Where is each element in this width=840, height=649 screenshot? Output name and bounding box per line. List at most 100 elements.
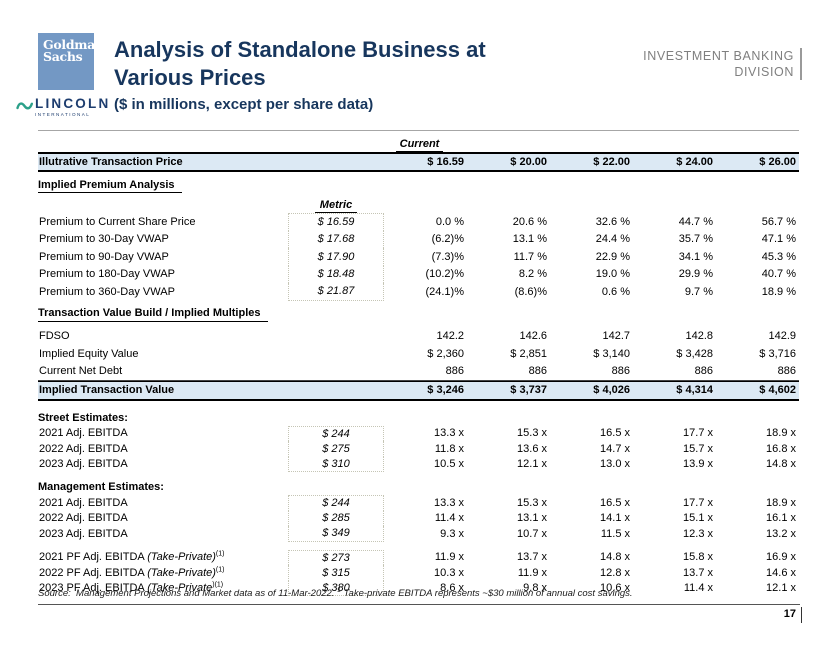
- row-label: 2023 PF Adj. EBITDA (Take-Private)(1): [38, 581, 288, 595]
- cell-value: 24.4 %: [595, 233, 630, 246]
- cell-value: $ 4,602: [759, 384, 796, 396]
- metric-header-row: Metric: [38, 198, 799, 213]
- cell-value: 29.9 %: [678, 268, 713, 281]
- page-title: Analysis of Standalone Business at Vario…: [114, 37, 486, 90]
- row-label-text: 2022 Adj. EBITDA: [39, 512, 128, 525]
- table-row: Premium to Current Share Price $ 16.59 0.0…: [38, 213, 799, 231]
- row-label-text: 2021 PF Adj. EBITDA: [39, 551, 148, 564]
- table-row: Current Net Debt 886 886 886 886 886: [38, 363, 799, 381]
- row-label: 2021 Adj. EBITDA: [38, 427, 288, 439]
- cell-value: 22.9 %: [595, 250, 630, 263]
- section-heading-row: Management Estimates:: [38, 480, 799, 493]
- metric-value: $ 244: [322, 497, 350, 510]
- row-label: Premium to Current Share Price: [38, 216, 288, 228]
- metric-value: $ 310: [322, 457, 350, 470]
- cell-value: 12.1 x: [517, 458, 547, 471]
- cell-value: 15.8 x: [683, 551, 713, 564]
- cell-value: 0.6 %: [601, 285, 630, 298]
- cell-value: 19.0 %: [595, 268, 630, 281]
- cell-value: 14.8 x: [766, 458, 796, 471]
- cell-value: 9.3 x: [440, 527, 464, 540]
- cell-value: 10.5 x: [434, 458, 464, 471]
- cell-value: 886: [777, 365, 796, 377]
- cell-value: 18.9 x: [766, 496, 796, 509]
- source-label: Source:: [38, 588, 71, 599]
- footer-divider: [38, 604, 800, 605]
- footnote-marker: )(1): [212, 581, 224, 589]
- table-row: 2023 PF Adj. EBITDA (Take-Private)(1) $ 3…: [38, 580, 799, 596]
- cell-value: 18.9 x: [766, 427, 796, 440]
- cell-value: (7.3)%: [431, 250, 464, 263]
- table-row: Premium to 30-Day VWAP $ 17.68 (6.2)% 13.1 …: [38, 230, 799, 248]
- cell-value: 142.6: [519, 329, 547, 342]
- section-heading: Implied Premium Analysis: [38, 179, 182, 193]
- source-text: Management Projections and Market data a…: [76, 588, 335, 599]
- metric-header-cell: Metric: [288, 198, 384, 213]
- metric-cell: [288, 363, 384, 380]
- section-heading-row: Implied Premium Analysis: [38, 179, 799, 193]
- row-label: Premium to 30-Day VWAP: [38, 233, 288, 245]
- cell-value: 16.8 x: [766, 442, 796, 455]
- table-section: Street Estimates: 2021 Adj. EBITDA $ 244 13…: [38, 411, 799, 472]
- cell-value: 15.3 x: [517, 496, 547, 509]
- footnote-text: Take-private EBITDA represents ~$30 mill…: [343, 588, 633, 599]
- transaction-price-row: Illutrative Transaction Price $ 16.59 $ …: [38, 152, 799, 172]
- cell-value: 13.6 x: [517, 442, 547, 455]
- cell-value: $ 22.00: [593, 156, 630, 168]
- cell-value: 11.7 %: [513, 250, 547, 263]
- cell-value: 13.3 x: [434, 427, 464, 440]
- cell-value: 9.7 %: [684, 285, 713, 298]
- row-label: 2023 Adj. EBITDA: [38, 528, 288, 540]
- cell-value: 20.6 %: [512, 215, 547, 228]
- table-section: Transaction Value Build / Implied Multip…: [38, 307, 799, 401]
- cell-value: (10.2)%: [425, 268, 464, 281]
- table-row: 2023 Adj. EBITDA $ 349 9.3 x 10.7 x 11.5 x 12…: [38, 526, 799, 542]
- row-label: 2022 PF Adj. EBITDA (Take-Private)(1): [38, 566, 288, 579]
- section-heading-row: Street Estimates:: [38, 411, 799, 424]
- metric-cell: $ 17.90: [288, 248, 384, 266]
- table-section: Management Estimates: 2021 Adj. EBITDA $ 2…: [38, 480, 799, 542]
- cell-value: 16.5 x: [600, 496, 630, 509]
- row-label: 2022 Adj. EBITDA: [38, 512, 288, 524]
- table-row: 2022 Adj. EBITDA $ 285 11.4 x 13.1 x 14.1 x 1…: [38, 510, 799, 526]
- row-label: 2023 Adj. EBITDA: [38, 458, 288, 470]
- metric-value: $ 17.90: [317, 250, 355, 263]
- cell-value: 17.7 x: [683, 496, 713, 509]
- goldman-sachs-logo: Goldman Sachs: [38, 33, 104, 90]
- metric-value: $ 16.59: [317, 216, 355, 229]
- row-label-text: (Take-Private): [147, 566, 216, 579]
- metric-header: Metric: [314, 199, 358, 213]
- division-line2: DIVISION: [734, 65, 794, 79]
- cell-value: 16.9 x: [766, 551, 796, 564]
- row-label: Implied Transaction Value: [38, 384, 288, 396]
- cell-value: 142.9: [768, 329, 796, 342]
- cell-value: 886: [528, 365, 547, 377]
- gs-logo-line1: Goldman: [43, 37, 104, 52]
- section-heading: Street Estimates:: [38, 411, 128, 424]
- cell-value: $ 3,716: [759, 347, 796, 360]
- row-label-text: 2023 Adj. EBITDA: [39, 458, 128, 471]
- cell-value: $ 4,026: [593, 384, 630, 396]
- row-label-text: Premium to 180-Day VWAP: [39, 268, 175, 281]
- table-row: 2023 Adj. EBITDA $ 310 10.5 x 12.1 x 13.0 x 1…: [38, 456, 799, 472]
- cell-value: 35.7 %: [678, 233, 713, 246]
- cell-value: 13.7 x: [683, 566, 713, 579]
- cell-value: 12.8 x: [600, 566, 630, 579]
- page-number: 17: [784, 607, 802, 623]
- row-label-text: Implied Transaction Value: [39, 384, 175, 396]
- metric-value: $ 273: [322, 551, 350, 564]
- metric-cell: $ 310: [288, 456, 384, 472]
- table-row: 2022 Adj. EBITDA $ 275 11.8 x 13.6 x 14.7 x 1…: [38, 441, 799, 457]
- cell-value: 13.0 x: [600, 458, 630, 471]
- cell-value: 32.6 %: [595, 215, 630, 228]
- cell-value: $ 3,246: [427, 384, 464, 396]
- metric-cell: $ 275: [288, 441, 384, 457]
- row-label: FDSO: [38, 330, 288, 342]
- row-label-text: FDSO: [39, 329, 70, 342]
- cell-value: $ 2,360: [427, 347, 464, 360]
- current-label: Current: [395, 138, 444, 152]
- metric-cell: $ 244: [288, 495, 384, 511]
- table-row: 2021 PF Adj. EBITDA (Take-Private)(1) $ 2…: [38, 549, 799, 565]
- cell-value: $ 3,140: [593, 347, 630, 360]
- pricing-table: Current Illutrative Transaction Price $ …: [38, 136, 799, 598]
